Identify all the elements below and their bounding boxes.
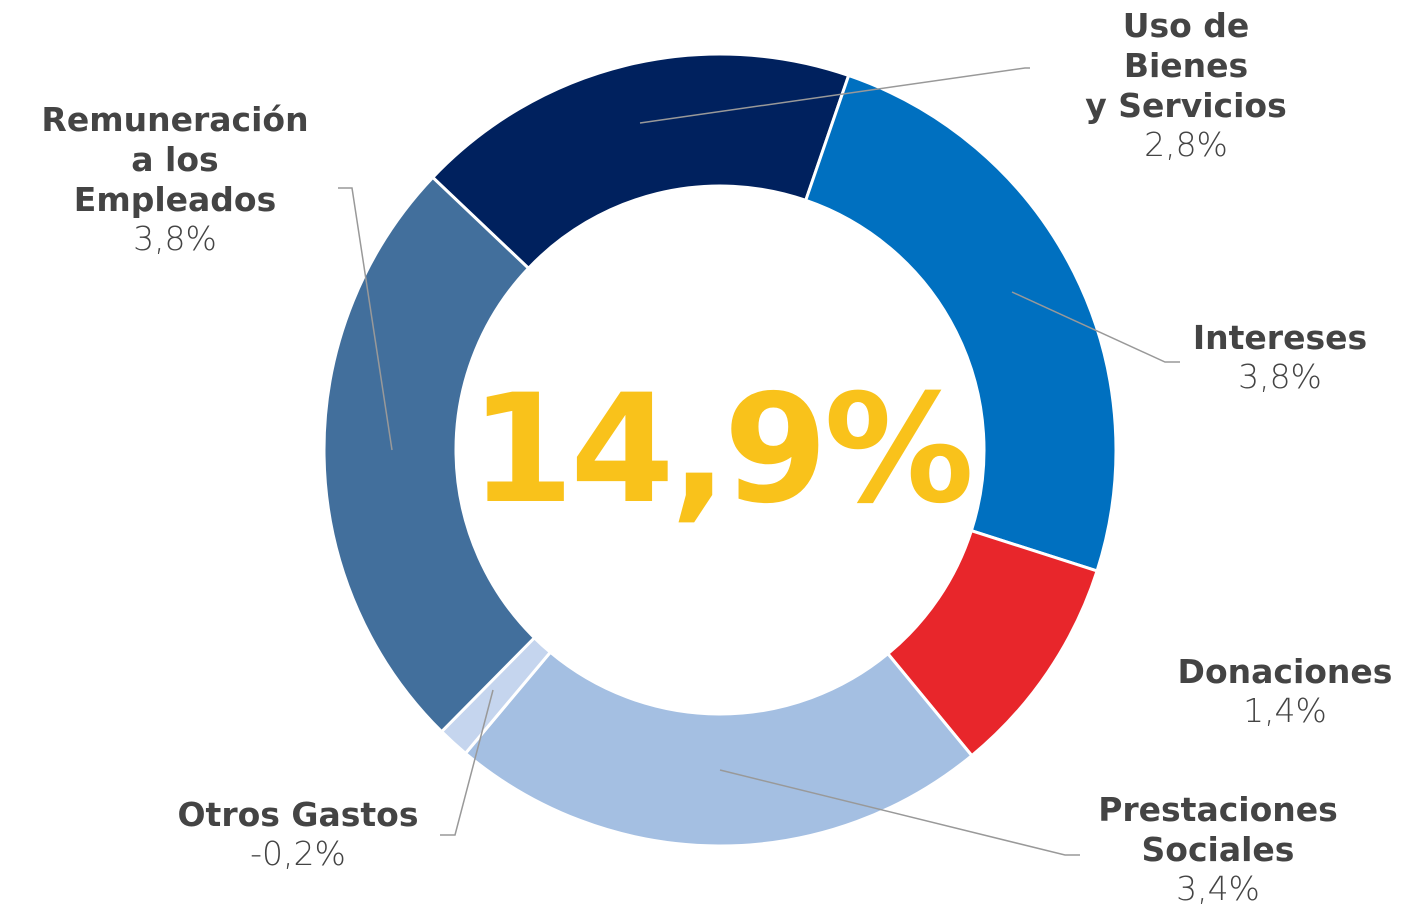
category-name: Prestaciones Sociales: [1098, 790, 1338, 870]
category-name: Donaciones: [1178, 652, 1393, 692]
value-label: 3,8%: [1193, 358, 1367, 396]
category-name: Uso de Bienes y Servicios: [1067, 6, 1305, 126]
value-label: 2,8%: [1067, 126, 1305, 164]
value-label: 3,4%: [1098, 870, 1338, 908]
value-label: 3,8%: [41, 220, 308, 258]
slice-label: Otros Gastos-0,2%: [178, 795, 419, 873]
chart: 14,9% Uso de Bienes y Servicios2,8% Inter…: [0, 0, 1424, 923]
category-name: Remuneración a los Empleados: [41, 100, 308, 220]
value-label: 1,4%: [1178, 692, 1393, 730]
center-label: 14,9%: [470, 363, 970, 537]
category-name: Otros Gastos: [178, 795, 419, 835]
slice: [465, 652, 971, 846]
value-label: -0,2%: [178, 835, 419, 873]
category-name: Intereses: [1193, 318, 1367, 358]
